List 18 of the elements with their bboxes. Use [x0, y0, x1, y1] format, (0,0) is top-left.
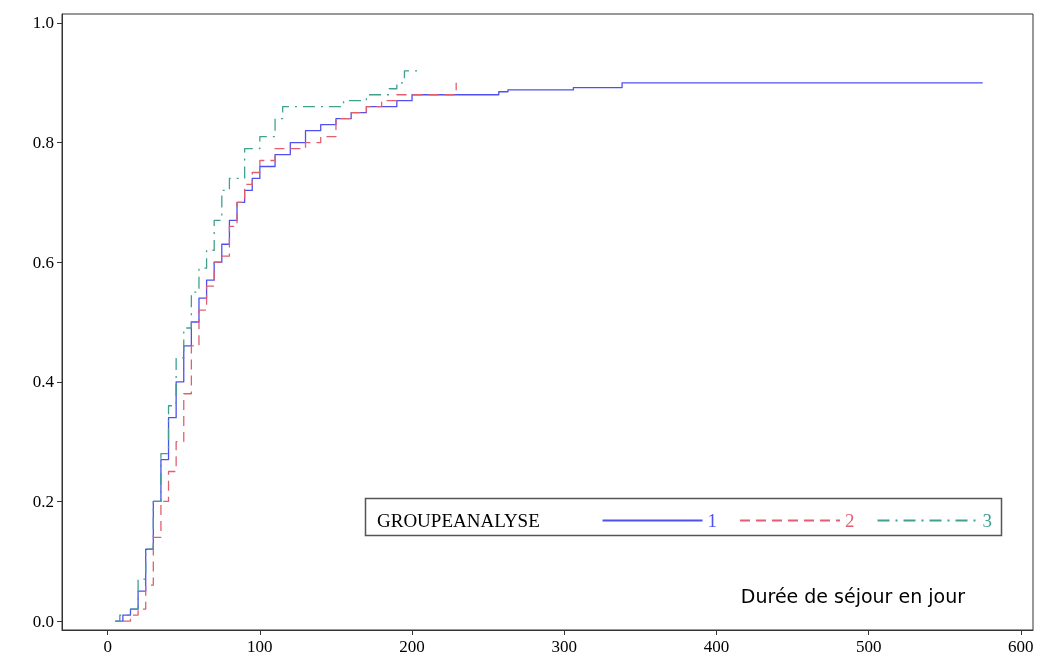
y-tick-label: 1.0 [32, 13, 54, 33]
legend-title: GROUPEANALYSE [377, 510, 540, 531]
x-axis-title: Durée de séjour en jour [740, 584, 966, 607]
y-tick-label: 0.8 [32, 133, 54, 153]
y-tick-label: 0.4 [32, 372, 55, 392]
x-tick-label: 200 [399, 637, 425, 656]
y-tick-label: 0.2 [32, 491, 54, 511]
text: 2 [845, 510, 855, 531]
x-tick-label: 100 [247, 637, 273, 656]
x-tick-label: 300 [551, 637, 577, 656]
y-tick-label: 0.6 [32, 252, 54, 272]
x-tick-label: 600 [1008, 637, 1034, 656]
x-tick-label: 0 [103, 637, 112, 656]
text: 3 [982, 510, 992, 531]
x-tick-label: 500 [855, 637, 882, 656]
text: 1 [707, 510, 717, 531]
x-tick-label: 400 [703, 637, 730, 656]
y-tick-label: 0.0 [32, 611, 54, 631]
